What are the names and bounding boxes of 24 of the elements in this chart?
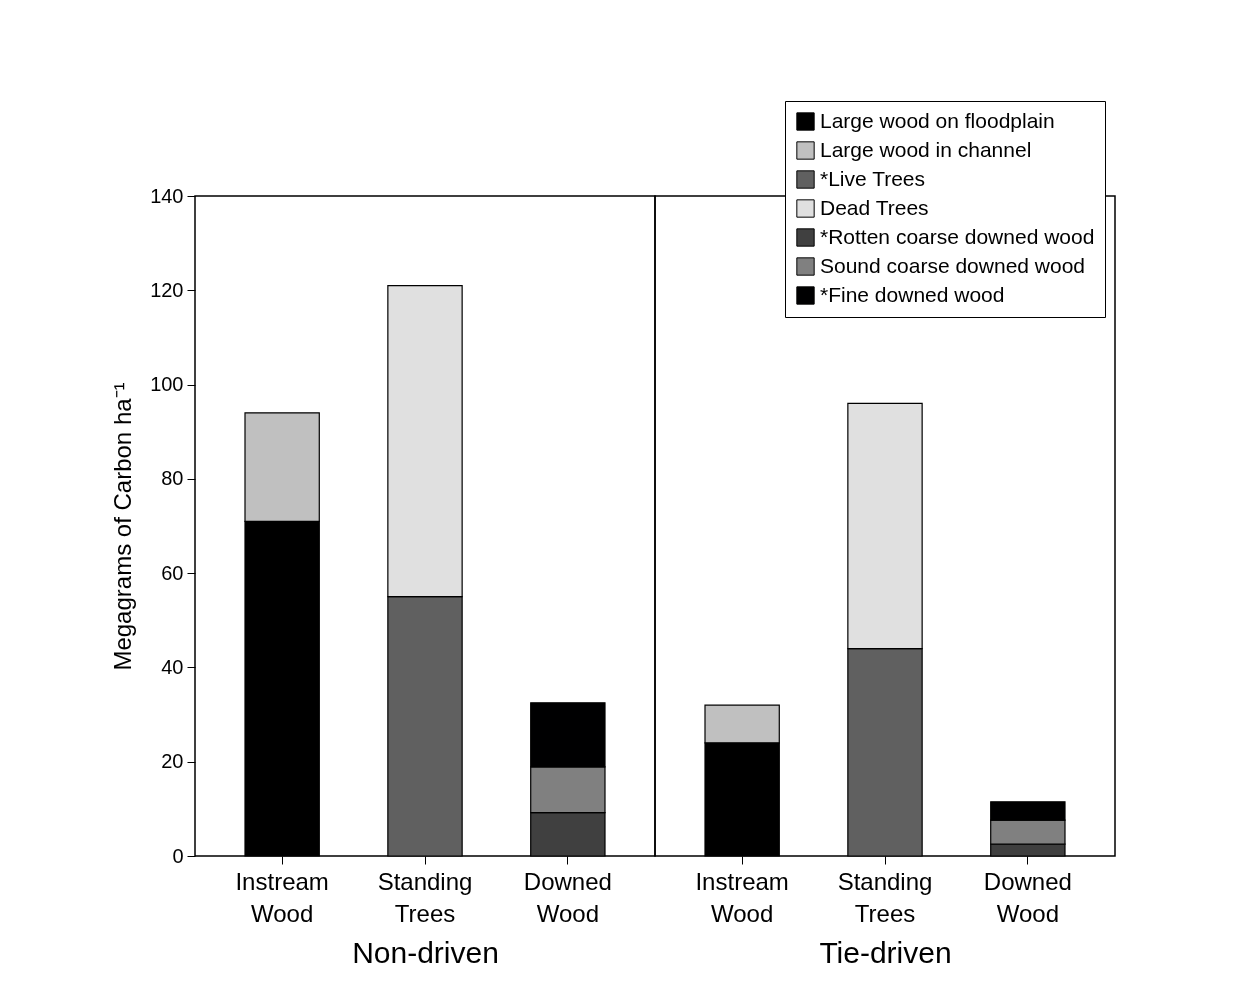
y-tick-label: 120: [150, 278, 184, 301]
legend-label: *Live Trees: [820, 166, 926, 190]
x-tick-label: Instream Wood: [235, 867, 329, 927]
legend-label: Sound coarse downed wood: [820, 253, 1086, 277]
y-tick-label: 140: [150, 184, 184, 207]
x-tick-label: Downed Wood: [983, 867, 1072, 927]
x-tick-label: Standing Trees: [377, 867, 473, 927]
y-tick-label: 60: [161, 561, 184, 584]
legend-label: *Rotten coarse downed wood: [820, 224, 1095, 248]
x-axis-title: Non-driven: [352, 935, 499, 969]
legend-label: Large wood on floodplain: [820, 108, 1055, 132]
x-axis-title: Tie-driven: [819, 935, 952, 969]
y-axis-title: Megagrams of Carbon ha⁻¹: [109, 382, 137, 671]
x-tick-label: Downed Wood: [523, 867, 612, 927]
y-tick-label: 0: [172, 844, 184, 867]
legend-label: Dead Trees: [820, 195, 929, 219]
x-tick-label: Standing Trees: [837, 867, 933, 927]
legend-label: *Fine downed wood: [820, 282, 1005, 306]
legend-label: Large wood in channel: [820, 137, 1032, 161]
y-tick-label: 20: [161, 750, 184, 773]
x-tick-label: Instream Wood: [695, 867, 789, 927]
y-tick-label: 40: [161, 655, 184, 678]
y-tick-label: 100: [150, 373, 184, 396]
y-tick-label: 80: [161, 467, 184, 490]
